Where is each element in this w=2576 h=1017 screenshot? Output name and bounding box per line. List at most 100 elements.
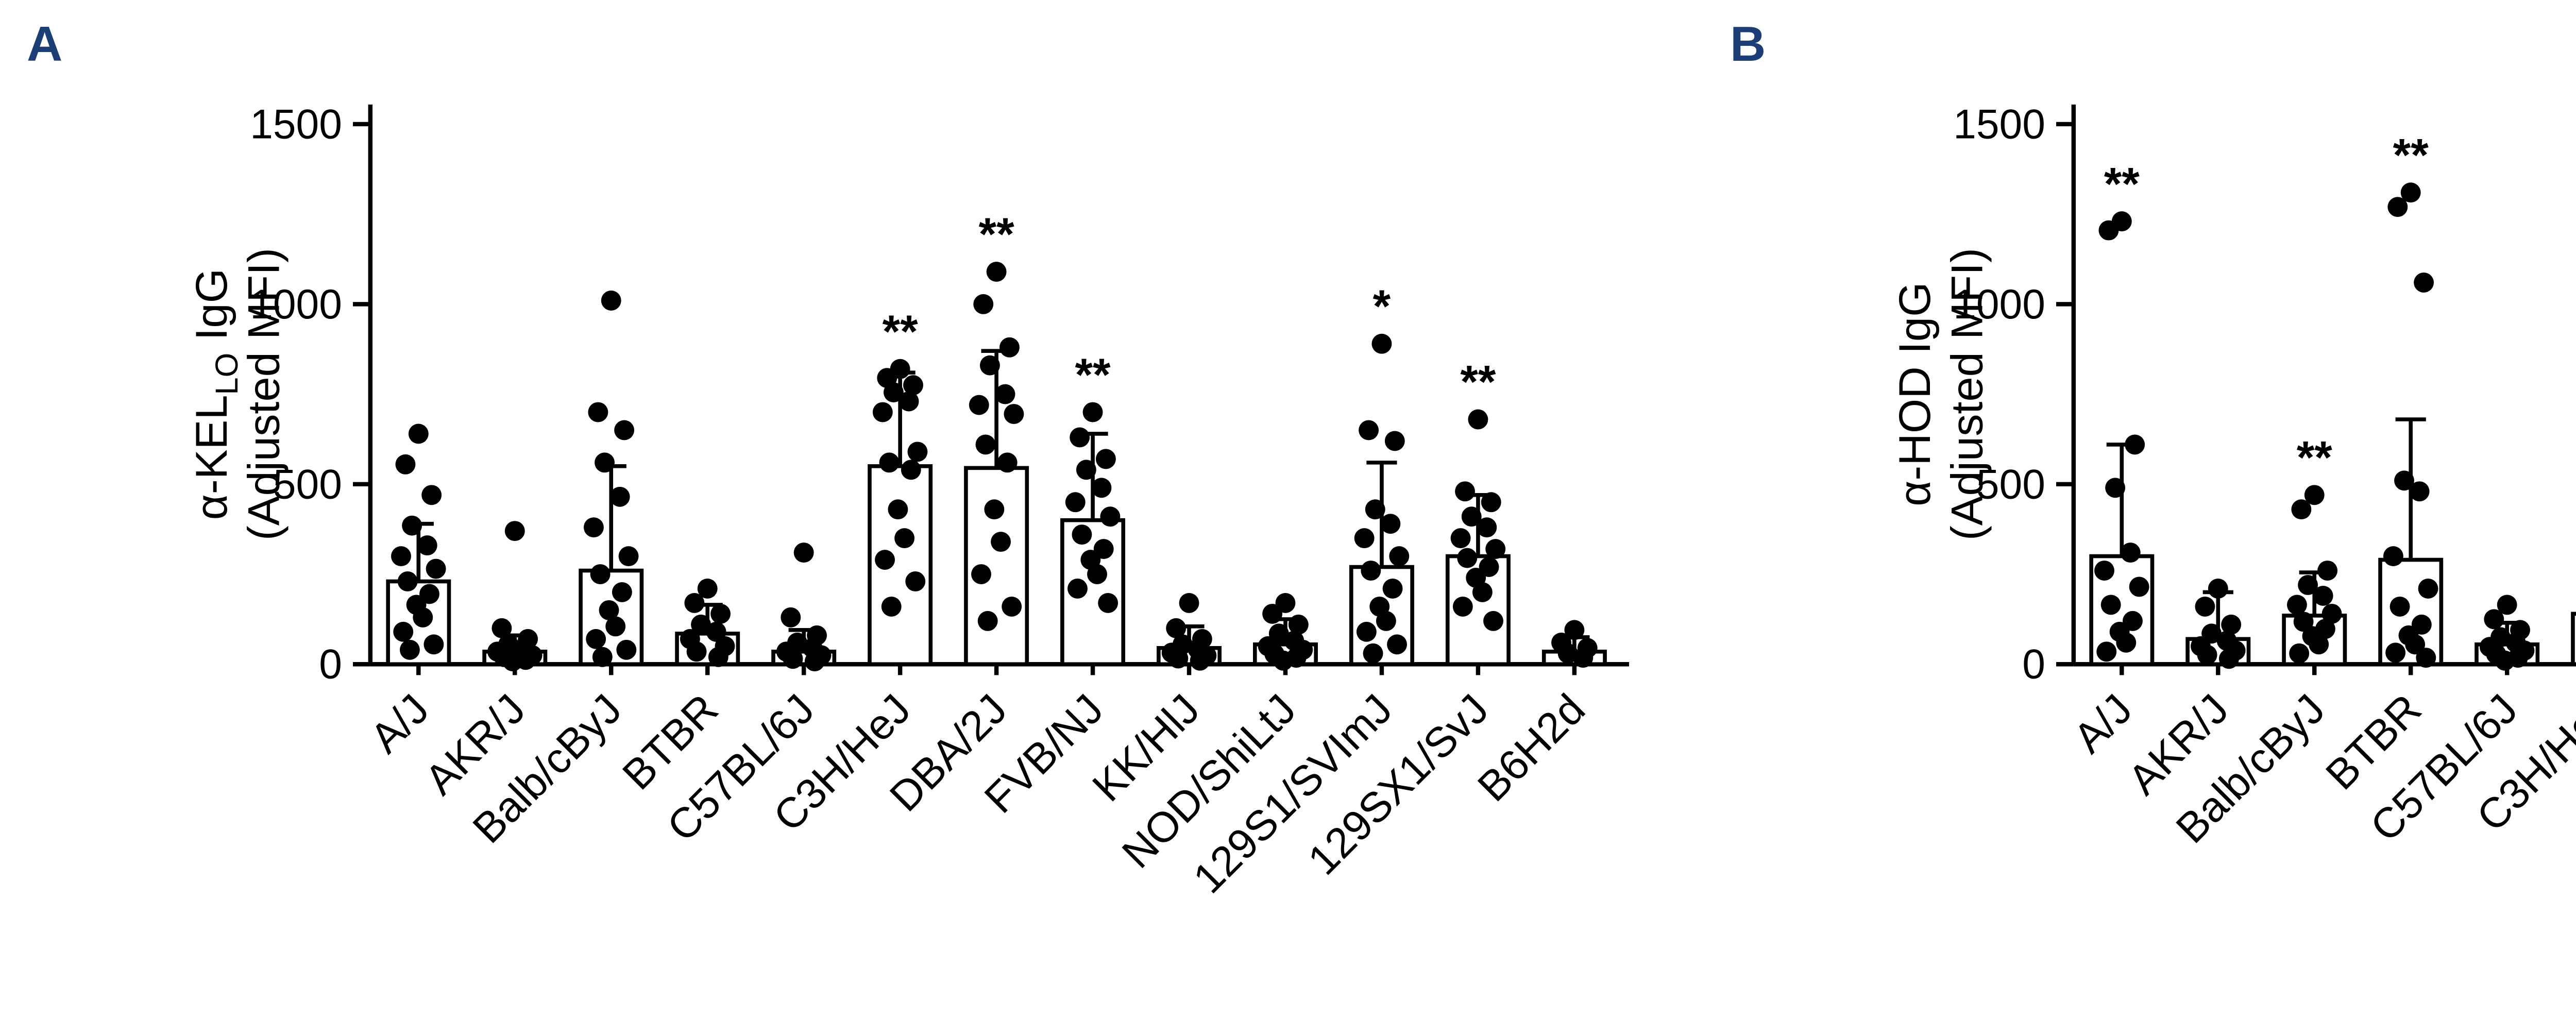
data-point <box>999 337 1020 358</box>
data-point <box>1065 492 1086 513</box>
data-point <box>1468 409 1488 430</box>
data-point <box>2100 595 2121 615</box>
data-point <box>781 607 801 628</box>
data-point <box>402 515 422 536</box>
data-point <box>888 499 908 520</box>
data-point <box>2298 575 2318 595</box>
data-point <box>875 550 895 570</box>
y-tick-label: 1500 <box>250 101 342 147</box>
data-point <box>1166 618 1187 638</box>
data-point <box>590 564 611 584</box>
data-point <box>592 647 613 667</box>
data-point <box>1477 517 1497 538</box>
data-point <box>1472 582 1493 602</box>
data-point <box>426 558 446 579</box>
data-point <box>1288 614 1309 635</box>
data-point <box>2383 546 2403 567</box>
data-point <box>1076 460 1096 480</box>
data-point <box>1082 402 1103 422</box>
data-point <box>905 571 926 591</box>
data-point <box>975 434 996 455</box>
x-tick-label: A/J <box>2064 685 2141 762</box>
data-point <box>1095 449 1116 469</box>
data-point <box>984 499 1005 520</box>
data-point <box>583 517 604 538</box>
data-point <box>408 423 429 444</box>
significance-stars: ** <box>883 306 919 357</box>
data-point <box>991 532 1011 552</box>
data-point <box>2389 596 2410 617</box>
data-point <box>1356 621 1377 642</box>
data-point <box>417 535 437 556</box>
data-point <box>1564 620 1585 640</box>
data-point <box>2394 470 2414 491</box>
data-point <box>1380 514 1401 534</box>
data-point <box>2484 609 2504 630</box>
data-point <box>710 603 731 624</box>
panel-label-a: A <box>27 16 63 72</box>
data-point <box>618 546 639 567</box>
data-point <box>804 651 825 672</box>
data-point <box>2098 220 2119 241</box>
data-point <box>881 596 902 617</box>
data-point <box>2321 603 2342 624</box>
y-tick-label: 1000 <box>250 281 342 328</box>
data-point <box>2495 650 2515 671</box>
y-axis-title-line1: α-KELLO IgG <box>187 268 244 520</box>
data-point <box>1461 506 1482 527</box>
data-point <box>1485 539 1506 560</box>
data-point <box>1376 611 1396 631</box>
data-point <box>684 592 705 613</box>
data-point <box>1067 579 1088 599</box>
data-point <box>1087 564 1107 584</box>
data-point <box>2094 561 2114 581</box>
bar-scatter-chart-kel-igg: 0 500 1000 1500 α-KELLO IgG (Adjusted MFI) A/J… <box>187 101 1630 902</box>
data-point <box>614 420 635 440</box>
data-point <box>1363 643 1383 664</box>
y-axis-title-line2: (Adjusted MFI) <box>1942 248 1992 540</box>
data-point <box>2409 481 2430 502</box>
y-axis-title-line2: (Adjusted MFI) <box>239 248 289 540</box>
data-point <box>1179 592 1199 613</box>
significance-stars: ** <box>2297 432 2333 483</box>
data-point <box>1452 596 1473 617</box>
data-point <box>1455 481 1475 502</box>
data-point <box>1100 506 1121 527</box>
data-point <box>1004 404 1024 424</box>
bar <box>964 466 1029 667</box>
y-tick-label: 0 <box>319 641 342 688</box>
data-point <box>504 521 525 541</box>
data-point <box>997 452 1018 473</box>
significance-stars: ** <box>2104 158 2140 209</box>
data-point <box>697 579 718 599</box>
data-point <box>708 647 728 667</box>
significance-stars: ** <box>1460 357 1496 408</box>
data-point <box>393 621 414 642</box>
data-point <box>894 528 915 549</box>
data-point <box>2195 596 2215 617</box>
data-point <box>793 543 814 563</box>
data-point <box>2125 434 2145 455</box>
data-point <box>2414 272 2434 293</box>
data-point <box>1262 603 1283 624</box>
data-point <box>391 546 411 567</box>
data-point <box>2400 182 2421 203</box>
data-point <box>1072 524 1092 545</box>
data-point <box>1382 579 1403 599</box>
data-point <box>979 355 1000 376</box>
data-point <box>1190 650 1210 671</box>
data-point <box>2304 485 2325 505</box>
data-point <box>2208 579 2228 599</box>
data-point <box>492 618 512 638</box>
data-point <box>969 395 989 415</box>
data-point <box>2405 634 2426 655</box>
data-point <box>2317 561 2338 581</box>
data-point <box>1389 546 1410 567</box>
significance-stars: ** <box>2393 129 2429 180</box>
y-axis-title-line1: α-HOD IgG <box>1890 282 1940 506</box>
chart-panel-a: A 0 500 1000 1500 α-KELLO IgG (Adjusted MFI) A… <box>27 16 1630 902</box>
data-point <box>1070 427 1090 448</box>
data-point <box>1359 420 1379 440</box>
data-point <box>612 582 632 602</box>
data-point <box>2120 543 2141 563</box>
